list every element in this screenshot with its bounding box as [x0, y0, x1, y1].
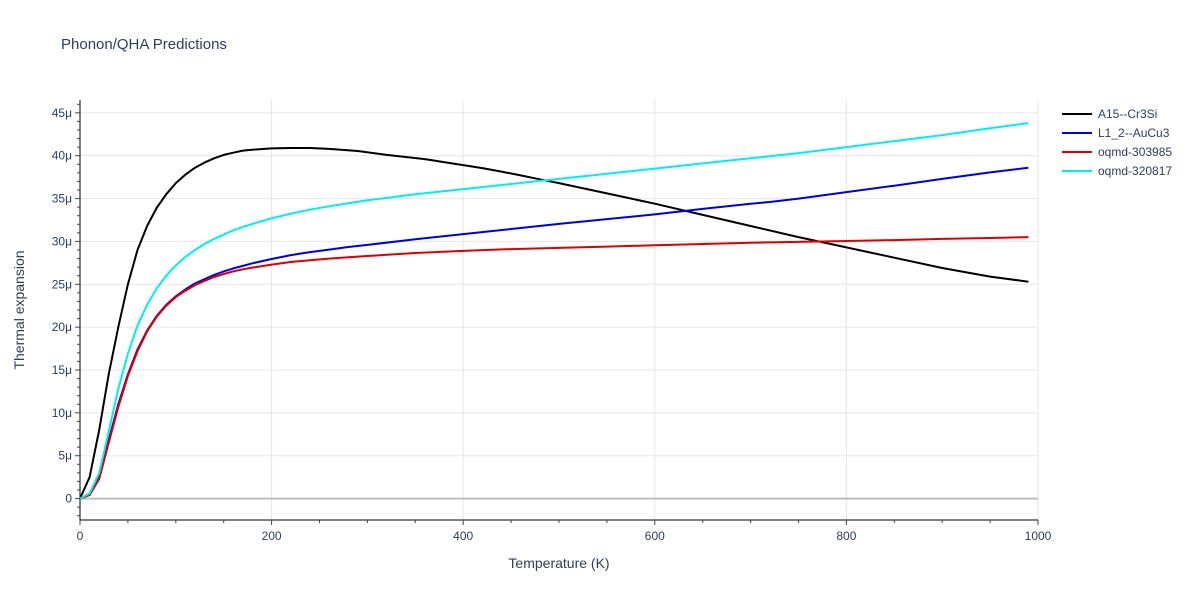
y-tick-label: 30μ: [52, 234, 72, 248]
y-axis-title: Thermal expansion: [11, 250, 27, 369]
x-tick-label: 1000: [1025, 529, 1052, 543]
legend-item[interactable]: L1_2--AuCu3: [1062, 123, 1172, 142]
legend: A15--Cr3Si L1_2--AuCu3 oqmd-303985 oqmd-320…: [1062, 104, 1172, 180]
x-tick-label: 800: [836, 529, 856, 543]
series-line-l1-2-aucu3: [79, 166, 1029, 500]
legend-item[interactable]: oqmd-303985: [1062, 142, 1172, 161]
chart-title: Phonon/QHA Predictions: [61, 36, 227, 53]
y-tick-label: 25μ: [52, 277, 72, 291]
series-line-a15-cr3si: [79, 147, 1029, 500]
legend-item[interactable]: A15--Cr3Si: [1062, 104, 1172, 123]
y-tick-label: 20μ: [52, 320, 72, 334]
x-tick-label: 600: [645, 529, 665, 543]
legend-label: oqmd-303985: [1098, 144, 1173, 159]
legend-swatch: [1062, 150, 1092, 153]
x-tick-label: 0: [77, 529, 84, 543]
y-tick-label: 40μ: [52, 149, 72, 163]
legend-swatch: [1062, 131, 1092, 134]
x-axis-title: Temperature (K): [508, 555, 609, 571]
y-tick-label: 35μ: [52, 192, 72, 206]
y-tick-label: 0: [65, 492, 72, 506]
y-tick-label: 45μ: [52, 106, 72, 120]
legend-label: oqmd-320817: [1098, 163, 1173, 178]
x-tick-label: 200: [262, 529, 282, 543]
series-line-oqmd-320817: [79, 122, 1029, 500]
legend-label: L1_2--AuCu3: [1098, 125, 1170, 140]
legend-swatch: [1062, 112, 1092, 115]
grid: [80, 100, 1039, 520]
y-tick-label: 5μ: [58, 449, 72, 463]
legend-label: A15--Cr3Si: [1098, 106, 1158, 121]
y-tick-label: 10μ: [52, 406, 72, 420]
legend-swatch: [1062, 169, 1092, 172]
axes: 0 200 400 600 800 1000 0 5μ 10μ 15μ 20μ 25μ 30μ 35μ 40…: [52, 100, 1052, 543]
series-line-oqmd-303985: [79, 236, 1029, 500]
y-tick-label: 15μ: [52, 363, 72, 377]
x-tick-label: 400: [453, 529, 473, 543]
legend-item[interactable]: oqmd-320817: [1062, 161, 1172, 180]
series-lines: [79, 122, 1029, 500]
